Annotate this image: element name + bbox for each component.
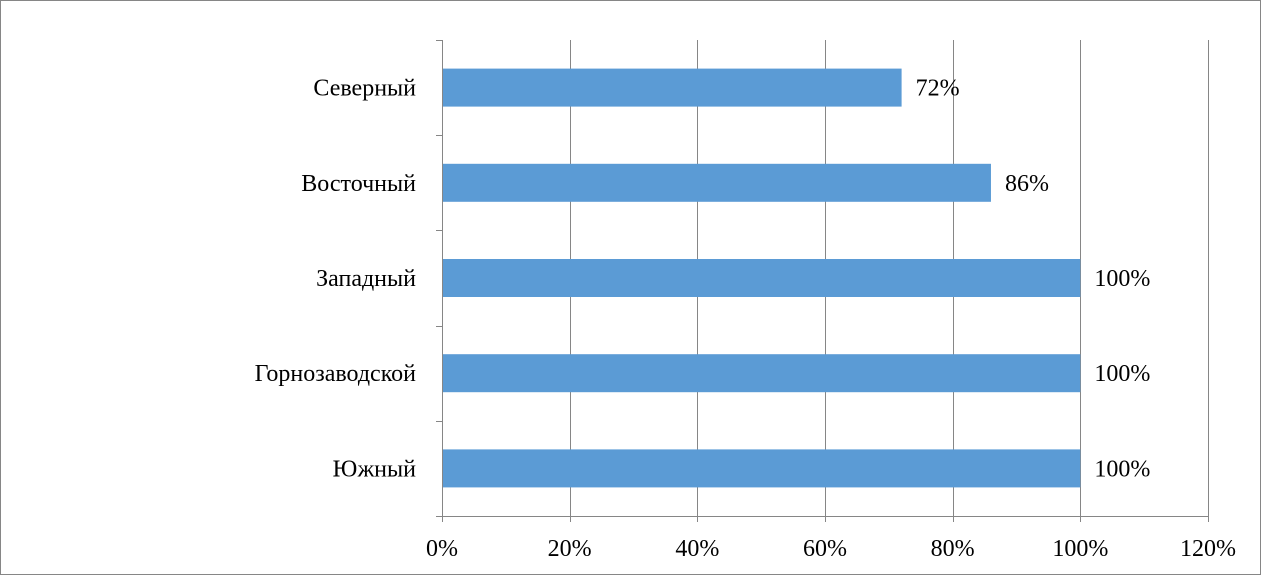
x-tick-label: 0% [426,536,458,562]
data-label: 86% [1005,171,1049,197]
labels: 0% 20% 40% 60% 80% 100% 120% Северный 72% Восточн… [255,76,1236,562]
category-label: Западный [316,266,416,292]
axes [436,40,1209,522]
category-label: Горнозаводской [255,361,417,387]
data-label: 72% [916,76,960,102]
bar-2 [443,163,991,202]
x-tick-label: 100% [1052,536,1108,562]
bar-4 [443,354,1081,393]
bar-3 [443,259,1081,297]
category-label: Южный [333,456,417,482]
category-label: Восточный [301,171,416,197]
x-tick-label: 20% [548,536,592,562]
x-tick-label: 60% [803,536,847,562]
bar-5 [443,449,1081,488]
bars [443,68,1081,488]
data-label: 100% [1094,456,1150,482]
data-label: 100% [1094,266,1150,292]
x-tick-label: 120% [1180,536,1236,562]
bar-1 [443,68,902,107]
gridlines [570,40,1209,516]
x-tick-label: 80% [931,536,975,562]
data-label: 100% [1094,361,1150,387]
x-tick-label: 40% [675,536,719,562]
category-label: Северный [313,76,416,102]
